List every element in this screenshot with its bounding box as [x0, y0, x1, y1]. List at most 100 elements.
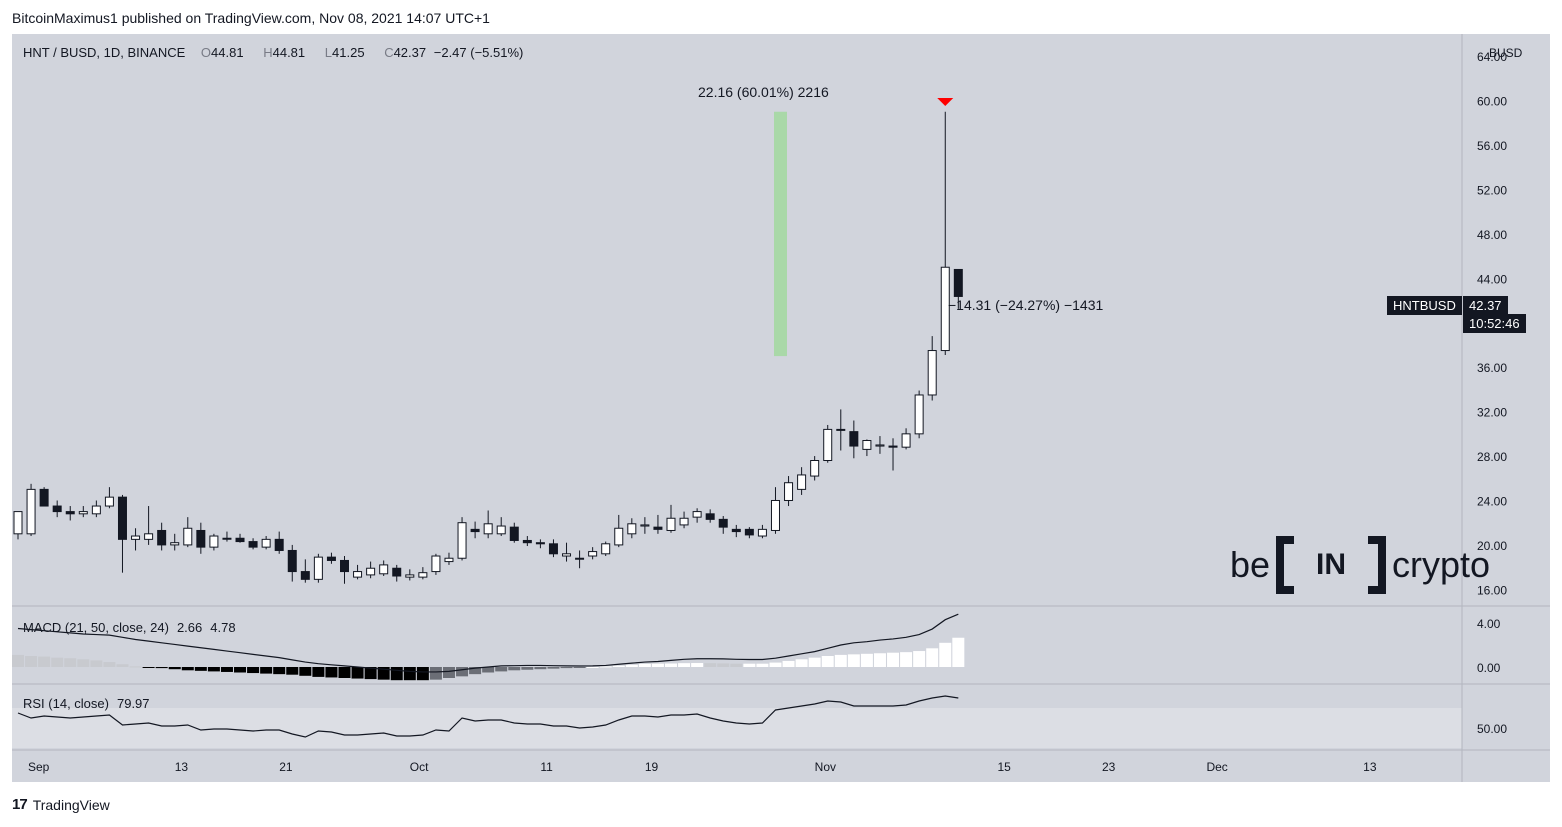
brand-box: IN: [1276, 536, 1387, 594]
candle-body: [705, 513, 715, 520]
price-tick-label: 32.00: [1477, 406, 1507, 420]
candle-body: [797, 474, 807, 490]
candle-body: [522, 539, 532, 544]
candle-body: [757, 528, 767, 537]
macd-histogram-bar: [769, 662, 782, 667]
candle-body: [718, 518, 728, 528]
candle-body: [52, 505, 62, 513]
tradingview-logo-icon: 17: [12, 796, 28, 813]
candle-body: [157, 529, 167, 546]
legend-h-label: H: [263, 45, 273, 60]
macd-histogram-bar: [795, 659, 808, 667]
macd-histogram-bar: [168, 667, 181, 670]
macd-histogram-bar: [299, 667, 312, 676]
footer[interactable]: 17 TradingView: [12, 796, 110, 813]
macd-histogram-bar: [913, 651, 926, 667]
price-tick-label: 56.00: [1477, 139, 1507, 153]
macd-histogram-bar: [312, 667, 325, 677]
macd-histogram-bar: [77, 659, 90, 667]
rsi-value: 79.97: [116, 696, 150, 711]
candle-body: [901, 433, 911, 448]
macd-histogram-bar: [38, 656, 51, 667]
macd-histogram-bar: [860, 653, 873, 667]
candle-body: [340, 559, 349, 573]
macd-histogram-bar: [704, 663, 717, 667]
price-tick-label: 28.00: [1477, 450, 1507, 464]
candle-body: [392, 567, 402, 577]
ticker-tag: HNTBUSD: [1387, 296, 1462, 315]
macd-histogram-bar: [103, 662, 116, 667]
time-tick-label: 13: [175, 760, 189, 774]
macd-histogram-bar: [155, 667, 168, 669]
candle-body: [535, 542, 545, 545]
candle-body: [366, 567, 376, 576]
macd-histogram-bar: [717, 663, 730, 667]
candle-body: [692, 511, 702, 518]
beincrypto-logo: be IN crypto: [1230, 536, 1490, 594]
candle-body: [144, 533, 154, 540]
time-tick-label: Sep: [28, 760, 50, 774]
candle-body: [209, 535, 219, 548]
macd-histogram-bar: [939, 642, 952, 667]
candle-body: [823, 428, 833, 462]
candle-body: [953, 268, 963, 297]
time-tick-label: Nov: [815, 760, 836, 774]
macd-histogram-bar: [730, 663, 743, 667]
macd-histogram-bar: [456, 667, 469, 677]
legend-symbol: HNT / BUSD, 1D, BINANCE: [23, 45, 186, 60]
macd-histogram-bar: [64, 658, 77, 667]
macd-histogram-bar: [808, 657, 821, 667]
macd-histogram-bar: [364, 667, 377, 680]
macd-histogram-bar: [834, 654, 847, 667]
macd-histogram-bar: [873, 653, 886, 667]
legend-low: 41.25: [332, 45, 365, 60]
macd-histogram-bar: [887, 652, 900, 667]
macd-histogram-bar: [469, 667, 482, 675]
macd-histogram-bar: [560, 667, 573, 669]
candle-body: [940, 266, 950, 352]
candle-body: [222, 537, 232, 540]
candle-body: [666, 517, 676, 531]
candle-body: [862, 440, 872, 450]
macd-value-2: 4.78: [210, 620, 236, 635]
macd-histogram-bar: [390, 667, 403, 681]
peak-arrow-icon: [937, 98, 954, 106]
time-tick-label: 21: [279, 760, 293, 774]
macd-title: MACD (21, 50, close, 24): [23, 620, 169, 635]
candle-body: [483, 523, 493, 535]
macd-histogram-bar: [351, 667, 364, 679]
candle-body: [418, 572, 428, 578]
macd-histogram-bar: [286, 667, 299, 675]
macd-histogram-bar: [691, 663, 704, 667]
candle-body: [731, 528, 741, 533]
brand-left: be: [1230, 544, 1271, 585]
macd-histogram-bar: [260, 667, 273, 674]
macd-histogram-bar: [234, 667, 247, 673]
macd-value-1: 2.66: [176, 620, 203, 635]
legend-high: 44.81: [272, 45, 306, 60]
candle-body: [575, 557, 585, 560]
candle-body: [261, 538, 271, 548]
candle-body: [313, 556, 323, 580]
macd-histogram-bar: [442, 667, 455, 678]
candle-body: [470, 528, 480, 533]
price-tick-label: 48.00: [1477, 228, 1507, 242]
time-tick-label: 19: [645, 760, 659, 774]
price-tick-label: 20.00: [1477, 539, 1507, 553]
candle-body: [614, 527, 624, 546]
candle-body: [601, 543, 611, 555]
candle-body: [836, 428, 846, 431]
candle-body: [26, 488, 36, 535]
candle-body: [744, 528, 754, 536]
candle-body: [131, 535, 141, 540]
candle-body: [405, 574, 415, 578]
rise-annotation: 22.16 (60.01%) 2216: [698, 84, 829, 100]
candle-body: [679, 517, 689, 526]
macd-line: [17, 613, 959, 673]
macd-histogram-bar: [926, 648, 939, 667]
candle-body: [379, 564, 389, 575]
macd-histogram-bar: [194, 667, 207, 671]
macd-histogram-bar: [586, 667, 599, 668]
candle-body: [353, 571, 363, 578]
